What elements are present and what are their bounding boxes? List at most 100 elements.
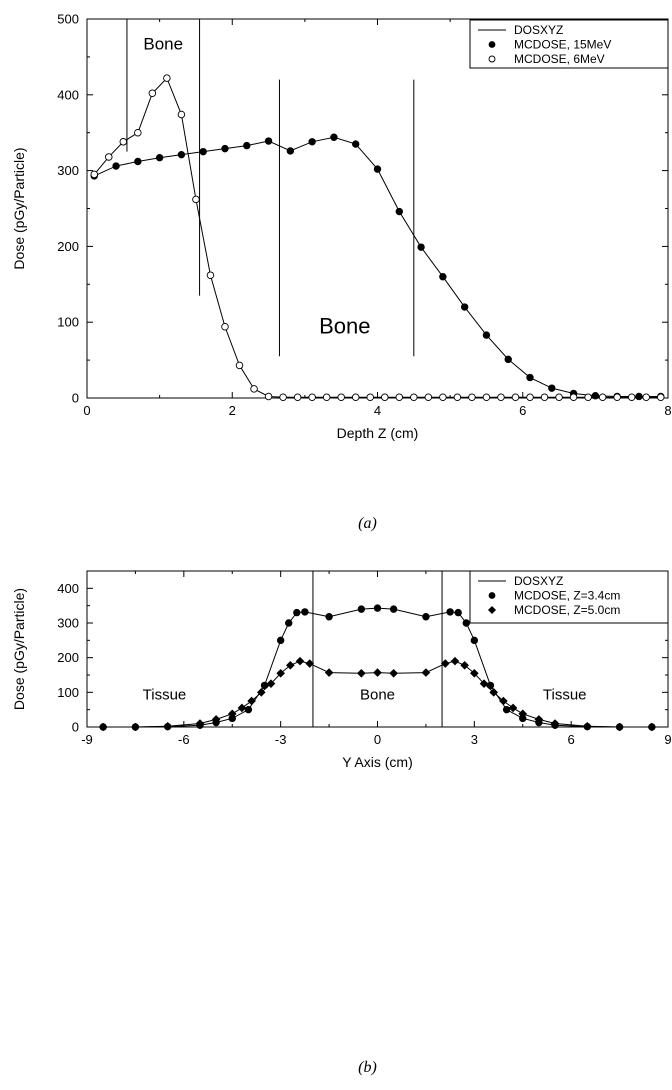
data-point	[322, 393, 331, 401]
data-point	[395, 207, 403, 216]
y-tick-label: 100	[57, 315, 79, 330]
data-point	[482, 393, 491, 401]
data-point	[635, 392, 643, 401]
data-point	[613, 393, 621, 401]
data-point	[504, 355, 512, 364]
data-point	[285, 619, 293, 627]
x-tick-label: 6	[568, 732, 575, 747]
data-point	[260, 681, 269, 690]
data-point	[308, 393, 316, 401]
data-point	[286, 147, 295, 155]
data-point	[479, 679, 489, 688]
data-point	[421, 668, 431, 677]
data-point	[373, 165, 382, 173]
data-point	[257, 688, 266, 697]
legend-label: MCDOSE, Z=5.0cm	[514, 603, 620, 617]
legend-marker	[488, 606, 496, 614]
data-point	[177, 110, 186, 119]
data-point	[642, 393, 650, 401]
data-point	[98, 722, 108, 732]
y-axis-label: Dose (pGy/Particle)	[11, 588, 27, 710]
data-point	[598, 393, 607, 401]
data-point	[470, 636, 479, 645]
data-point	[305, 659, 315, 668]
data-point	[499, 696, 508, 706]
data-point	[502, 705, 511, 714]
x-tick-label: 4	[374, 403, 381, 418]
data-point	[389, 668, 398, 678]
legend-marker	[488, 41, 496, 48]
y-tick-label: 0	[72, 720, 79, 735]
data-point	[550, 719, 560, 728]
data-point	[163, 74, 171, 82]
region-label: Bone	[319, 314, 370, 339]
data-point	[468, 393, 476, 401]
x-tick-label: 0	[83, 403, 90, 418]
data-point	[211, 715, 221, 724]
data-point	[90, 170, 99, 179]
data-point	[555, 393, 563, 401]
figure-caption: (a)	[358, 515, 377, 532]
legend-marker	[488, 592, 496, 599]
data-point	[439, 273, 447, 281]
data-point	[373, 668, 382, 677]
y-tick-label: 200	[57, 239, 79, 254]
region-label: Tissue	[143, 686, 187, 703]
region-label: Bone	[360, 686, 395, 703]
data-point	[526, 373, 534, 382]
data-point	[155, 154, 164, 162]
data-point	[454, 608, 462, 617]
data-point	[511, 393, 520, 401]
data-point	[627, 393, 636, 401]
data-point	[119, 138, 128, 146]
data-point	[264, 392, 273, 401]
data-point	[227, 709, 237, 719]
data-point	[526, 393, 534, 401]
data-point	[381, 393, 389, 401]
data-point	[424, 393, 433, 401]
y-axis-label: Dose (pGy/Particle)	[11, 147, 27, 269]
y-tick-label: 0	[72, 391, 79, 406]
data-point	[482, 331, 491, 339]
data-point	[301, 608, 309, 616]
x-axis-label: Y Axis (cm)	[342, 754, 413, 770]
x-tick-label: 2	[229, 403, 236, 418]
data-point	[330, 133, 338, 141]
data-point	[422, 613, 430, 621]
y-tick-label: 300	[57, 163, 79, 178]
data-point	[237, 703, 247, 713]
data-point	[357, 605, 366, 613]
data-point	[235, 361, 244, 370]
x-tick-label: 3	[471, 732, 478, 747]
data-point	[206, 271, 215, 279]
data-point	[548, 384, 556, 392]
data-point	[177, 150, 186, 159]
legend-label: MCDOSE, 6MeV	[514, 52, 605, 66]
data-point	[569, 393, 578, 401]
series-line	[94, 136, 661, 397]
y-tick-label: 500	[57, 12, 79, 27]
data-point	[460, 303, 469, 311]
legend-label: DOSXYZ	[514, 23, 563, 37]
data-point	[112, 162, 120, 170]
data-point	[410, 393, 418, 401]
chart-panel-b: -9 -6 -3 0 3 6 9 0 100 200 300 400 Y Axis (cm) Dose (…	[11, 570, 672, 1076]
data-point	[534, 715, 544, 724]
data-point	[293, 393, 302, 401]
data-point	[266, 679, 276, 688]
data-point	[389, 605, 398, 613]
chart-panel-a: 0 2 4 6 8 0 100 200 300 400 500 Depth Z (cm) Dose (p…	[11, 12, 672, 533]
x-tick-label: -6	[178, 732, 190, 747]
data-point	[286, 660, 295, 670]
legend-label: MCDOSE, Z=3.4cm	[514, 589, 620, 603]
data-point	[131, 722, 140, 732]
legend-label: MCDOSE, 15MeV	[514, 38, 611, 52]
data-point	[337, 393, 345, 401]
data-point	[453, 393, 462, 401]
data-point	[295, 656, 305, 666]
y-tick-label: 400	[57, 581, 79, 596]
y-tick-label: 300	[57, 616, 79, 631]
data-point	[325, 613, 333, 621]
x-tick-label: -9	[81, 732, 93, 747]
